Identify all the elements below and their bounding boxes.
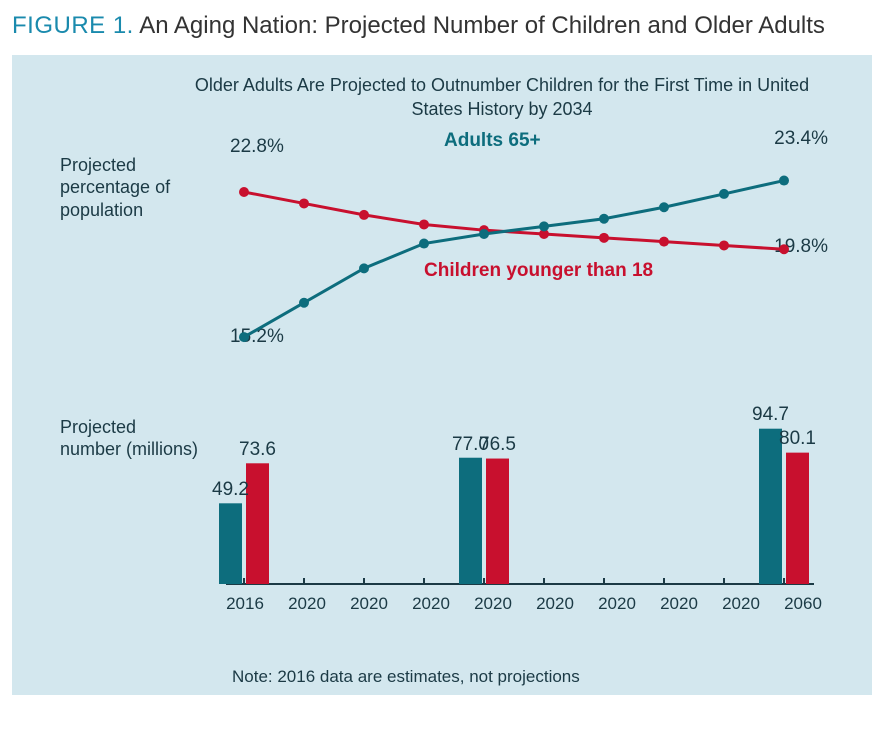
bar-value: 94.7 xyxy=(752,404,789,426)
figure-title-text: An Aging Nation: Projected Number of Chi… xyxy=(139,12,825,39)
x-tick-label: 2020 xyxy=(462,594,524,614)
x-tick-label: 2016 xyxy=(214,594,276,614)
x-tick-label: 2020 xyxy=(338,594,400,614)
bar-axis-label: Projected number (millions) xyxy=(60,416,200,461)
x-tick-label: 2020 xyxy=(276,594,338,614)
x-tick-label: 2020 xyxy=(524,594,586,614)
line-svg xyxy=(214,130,834,370)
bar-chart: Projected number (millions) 49.273.677.0… xyxy=(34,390,850,650)
figure-label: FIGURE 1. xyxy=(12,12,134,39)
chart-note: Note: 2016 data are estimates, not proje… xyxy=(232,667,580,687)
x-tick-label: 2020 xyxy=(400,594,462,614)
bar-value: 49.2 xyxy=(212,479,249,501)
chart-subtitle: Older Adults Are Projected to Outnumber … xyxy=(194,73,810,122)
bar-value: 80.1 xyxy=(779,428,816,450)
bar-value: 76.5 xyxy=(479,434,516,456)
line-axis-label: Projected percentage of population xyxy=(60,154,200,222)
figure-title: FIGURE 1. An Aging Nation: Projected Num… xyxy=(12,10,874,41)
bar-value: 73.6 xyxy=(239,439,276,461)
x-axis-labels: 2016202020202020202020202020202020202060 xyxy=(214,594,834,614)
x-tick-label: 2060 xyxy=(772,594,834,614)
line-chart: Projected percentage of population 22.8%… xyxy=(34,130,850,370)
bar-svg xyxy=(214,390,834,590)
x-tick-label: 2020 xyxy=(586,594,648,614)
x-tick-label: 2020 xyxy=(710,594,772,614)
chart-container: Older Adults Are Projected to Outnumber … xyxy=(12,55,872,695)
x-tick-label: 2020 xyxy=(648,594,710,614)
